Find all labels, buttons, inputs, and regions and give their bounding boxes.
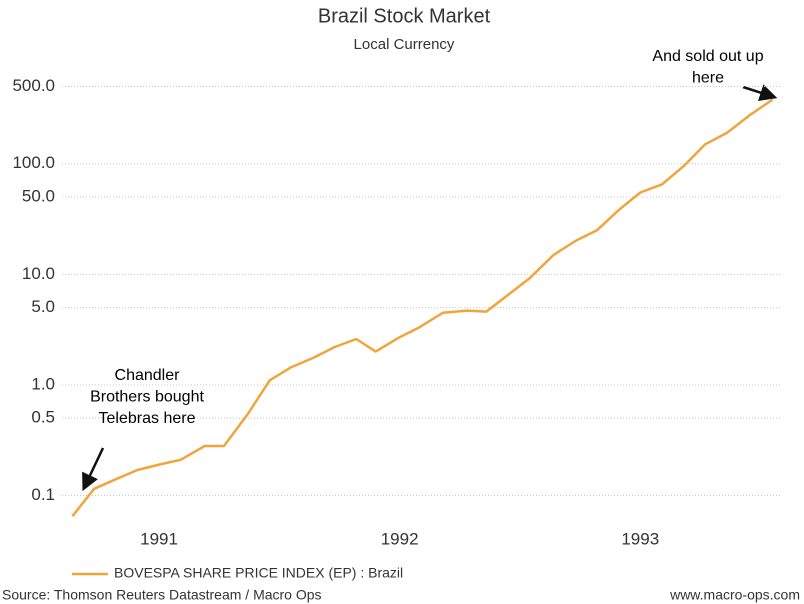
source: Source: Thomson Reuters Datastream / Mac… <box>2 587 322 603</box>
annotation-arrow <box>82 447 105 492</box>
y-tick-label: 1.0 <box>31 374 55 393</box>
x-tick-label: 1993 <box>621 529 659 548</box>
annotation: Chandler <box>115 367 181 384</box>
y-tick-label: 100.0 <box>12 153 55 172</box>
annotation: Brothers bought <box>90 389 204 406</box>
y-tick-label: 500.0 <box>12 76 55 95</box>
annotation: here <box>692 70 724 87</box>
y-tick-label: 5.0 <box>31 297 55 316</box>
y-tick-label: 50.0 <box>22 187 55 206</box>
legend-label: BOVESPA SHARE PRICE INDEX (EP) : Brazil <box>114 565 403 581</box>
data-line <box>71 98 774 517</box>
x-tick-label: 1991 <box>140 529 178 548</box>
annotation: Telebras here <box>99 410 196 427</box>
website: www.macro-ops.com <box>669 587 800 603</box>
y-tick-label: 0.5 <box>31 408 55 427</box>
y-tick-label: 10.0 <box>22 264 55 283</box>
chart-subtitle: Local Currency <box>354 36 455 53</box>
x-tick-label: 1992 <box>381 529 419 548</box>
y-tick-label: 0.1 <box>31 485 55 504</box>
chart-title: Brazil Stock Market <box>318 5 491 27</box>
annotation-arrow <box>742 84 778 102</box>
annotation: And sold out up <box>652 48 763 65</box>
